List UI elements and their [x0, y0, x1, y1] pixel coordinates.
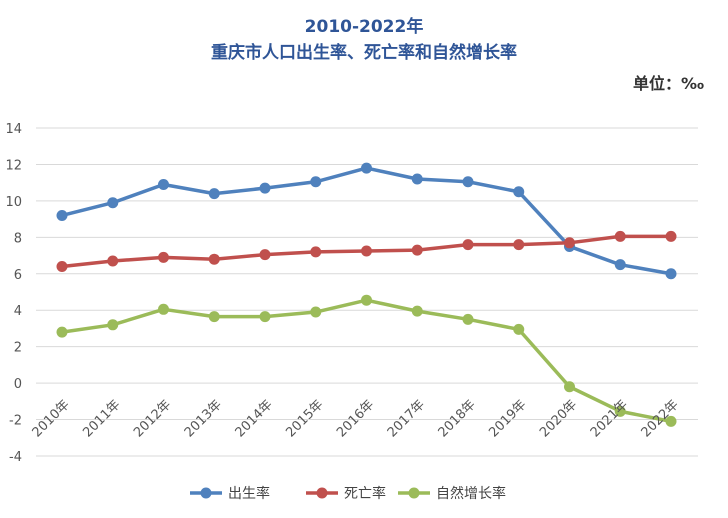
data-point	[56, 260, 68, 272]
x-tick-label: 2012年	[131, 397, 174, 440]
data-point	[259, 182, 271, 194]
y-tick-label: 12	[5, 158, 22, 173]
x-tick-label: 2017年	[385, 397, 428, 440]
data-point	[361, 245, 372, 257]
data-point	[361, 294, 372, 306]
data-point	[56, 326, 68, 338]
data-point	[411, 244, 423, 256]
chart-title-line1: 2010-2022年	[304, 17, 424, 37]
data-point	[462, 313, 474, 325]
chart-title-line2: 重庆市人口出生率、死亡率和自然增长率	[211, 43, 517, 63]
data-point	[513, 239, 525, 251]
y-tick-label: -2	[9, 414, 22, 429]
data-point	[411, 173, 423, 185]
data-point	[513, 323, 525, 335]
x-tick-label: 2010年	[30, 397, 73, 440]
data-point	[259, 311, 271, 323]
data-point	[310, 246, 322, 258]
data-point	[665, 415, 677, 427]
x-tick-label: 2018年	[436, 397, 479, 440]
legend-label: 出生率	[228, 485, 270, 502]
data-point	[665, 230, 677, 242]
unit-label: 单位：‰	[632, 74, 704, 93]
y-tick-label: 0	[14, 377, 22, 392]
x-tick-label: 2013年	[182, 397, 225, 440]
y-tick-label: 14	[5, 122, 22, 137]
data-point	[564, 381, 575, 393]
data-point	[158, 251, 169, 263]
data-point	[614, 230, 626, 242]
y-tick-label: 8	[14, 231, 22, 246]
data-point	[411, 305, 423, 317]
data-point	[259, 249, 271, 261]
x-tick-label: 2016年	[334, 397, 377, 440]
data-point	[665, 268, 677, 280]
y-tick-label: -4	[9, 450, 22, 465]
data-point	[107, 255, 119, 267]
data-point	[361, 162, 372, 174]
data-point	[310, 306, 322, 318]
y-tick-label: 10	[5, 195, 22, 210]
legend-label: 自然增长率	[436, 485, 506, 502]
data-point	[107, 319, 119, 331]
y-tick-label: 2	[14, 341, 22, 356]
legend-label: 死亡率	[344, 485, 386, 502]
data-point	[310, 176, 322, 188]
x-tick-label: 2021年	[588, 397, 631, 440]
data-point	[208, 311, 220, 323]
y-tick-label: 6	[14, 268, 22, 283]
x-tick-label: 2014年	[233, 397, 276, 440]
x-tick-label: 2011年	[80, 397, 123, 440]
data-point	[158, 178, 169, 190]
data-point	[208, 188, 220, 200]
data-point	[614, 259, 626, 271]
data-point	[107, 197, 119, 209]
x-tick-label: 2019年	[486, 397, 529, 440]
legend-swatch-marker	[408, 487, 420, 499]
data-point	[56, 209, 68, 221]
legend-swatch-marker	[200, 487, 212, 499]
legend-swatch-marker	[316, 487, 328, 499]
data-point	[158, 303, 169, 315]
data-point	[564, 237, 575, 249]
y-tick-label: 4	[14, 304, 22, 319]
data-point	[462, 176, 474, 188]
x-tick-label: 2020年	[537, 397, 580, 440]
data-point	[614, 405, 626, 417]
data-point	[208, 253, 220, 265]
data-point	[462, 239, 474, 251]
data-point	[513, 186, 525, 198]
x-tick-label: 2015年	[283, 397, 326, 440]
